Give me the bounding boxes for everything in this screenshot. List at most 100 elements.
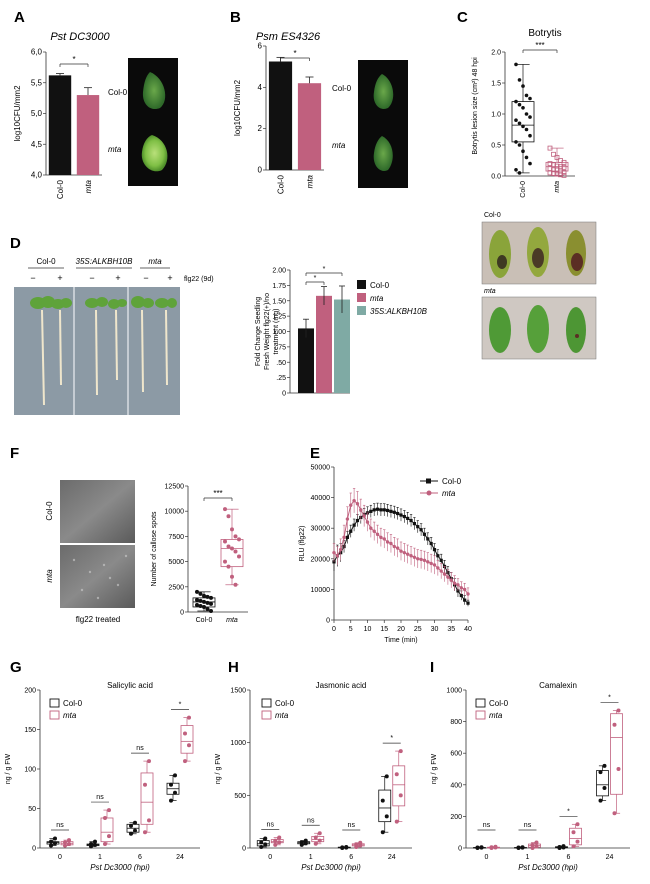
x-axis-label: Pst Dc3000 (hpi) xyxy=(90,863,150,872)
y-tick-label: 6,0 xyxy=(31,48,43,57)
chart-title: Jasmonic acid xyxy=(316,681,367,690)
legend-swatch xyxy=(357,280,366,289)
panel-h: H 0 500 1000 1500 Jasmonic acid ng / g FW Pst … xyxy=(215,659,412,872)
data-point xyxy=(422,532,427,536)
data-point xyxy=(489,845,494,850)
data-point xyxy=(514,62,518,67)
x-tick-label: 1 xyxy=(526,854,530,861)
data-point xyxy=(406,552,410,556)
data-point xyxy=(517,78,522,82)
data-point xyxy=(575,822,580,827)
data-point xyxy=(313,841,318,846)
legend-label: Col-0 xyxy=(275,699,295,708)
x-axis-label: Pst Dc3000 (hpi) xyxy=(518,863,578,872)
data-point xyxy=(466,601,470,605)
y-tick-label: 6 xyxy=(258,42,263,51)
data-point xyxy=(459,586,463,590)
data-point xyxy=(439,558,443,562)
legend-label: mta xyxy=(489,711,503,720)
significance-label: * xyxy=(567,808,570,815)
significance-label: * xyxy=(390,735,393,742)
photo-label-mta: mta xyxy=(484,288,496,295)
data-point xyxy=(524,127,529,132)
leaf-label-mta: mta xyxy=(332,141,346,150)
x-tick-label: 1 xyxy=(98,854,102,861)
bar-chart-a: 4,0 4,5 5,0 5,5 6,0 log10CFU/mm2 Col-0 mta * xyxy=(13,48,102,199)
data-point xyxy=(598,770,603,775)
leaf-label-col0: Col-0 xyxy=(332,84,352,93)
legend-swatch xyxy=(475,698,486,708)
significance-label: ns xyxy=(307,817,315,824)
lesion xyxy=(575,334,579,338)
legend-label: mta xyxy=(442,489,456,498)
y-tick-label: 0 xyxy=(32,846,36,853)
y-tick-label: 0.5 xyxy=(491,143,501,150)
data-point xyxy=(561,169,567,175)
y-tick-label: 1.25 xyxy=(272,314,286,321)
data-point xyxy=(259,840,264,845)
lesion xyxy=(532,248,544,268)
box xyxy=(180,725,194,754)
lesion xyxy=(497,255,507,269)
data-point xyxy=(402,514,406,519)
treatment-sign: − xyxy=(143,273,148,283)
data-point xyxy=(49,843,53,848)
data-point xyxy=(259,844,264,849)
y-tick-label: 10000 xyxy=(311,587,331,594)
y-tick-label: 200 xyxy=(24,688,36,695)
data-point xyxy=(386,508,390,513)
data-point xyxy=(392,510,396,514)
y-tick-label: 5,5 xyxy=(31,78,43,87)
data-point xyxy=(561,164,567,170)
x-tick-label: mta xyxy=(306,174,315,188)
data-point xyxy=(528,96,532,101)
y-axis-label: treatment (mg) xyxy=(273,309,280,355)
data-point xyxy=(344,844,349,849)
chart-title: Pst DC3000 xyxy=(50,31,110,43)
leaf-image xyxy=(373,136,393,171)
chart-title: Camalexin xyxy=(539,681,577,690)
data-point xyxy=(547,161,553,167)
data-point xyxy=(514,140,518,144)
y-tick-label: 0 xyxy=(282,391,286,398)
x-tick-label: 24 xyxy=(388,854,396,861)
data-point xyxy=(369,526,373,530)
data-point xyxy=(345,535,349,539)
data-point xyxy=(187,715,191,720)
x-tick-label: 40 xyxy=(464,626,472,633)
bar-chart-d: 0 .25 .50 .75 1.00 1.25 1.50 1.75 2.00 Fold Chang… xyxy=(255,266,428,398)
data-point xyxy=(475,845,480,850)
data-point xyxy=(169,782,173,787)
data-point xyxy=(107,808,111,813)
data-point xyxy=(358,840,363,845)
x-tick-label: 6 xyxy=(138,854,142,861)
significance-label: * xyxy=(179,702,182,709)
data-point xyxy=(365,520,370,524)
significance-label: ns xyxy=(96,794,104,801)
x-tick-label: 1 xyxy=(309,854,313,861)
legend-marker xyxy=(426,490,432,496)
data-point xyxy=(612,722,617,727)
data-point xyxy=(554,171,560,177)
box xyxy=(140,772,154,825)
panel-letter: C xyxy=(457,9,468,26)
bar xyxy=(316,295,332,393)
panel-i: I 0 200 400 600 800 1000 Camalexin ng / g FW Pst… xyxy=(430,659,630,872)
bar xyxy=(268,61,293,170)
y-tick-label: 800 xyxy=(450,719,462,726)
data-point xyxy=(335,554,340,558)
data-point xyxy=(571,830,576,835)
data-point xyxy=(147,818,151,823)
data-point xyxy=(89,842,93,847)
data-point xyxy=(389,509,393,513)
data-point xyxy=(466,592,470,596)
data-point xyxy=(198,598,203,603)
y-tick-label: 1.50 xyxy=(272,298,286,305)
y-tick-label: 1.00 xyxy=(272,329,286,336)
significance-label: ns xyxy=(267,821,275,828)
data-point xyxy=(561,844,566,849)
box xyxy=(569,827,582,846)
data-point xyxy=(230,546,234,551)
x-axis-label: Time (min) xyxy=(384,637,417,644)
data-point xyxy=(402,550,407,555)
